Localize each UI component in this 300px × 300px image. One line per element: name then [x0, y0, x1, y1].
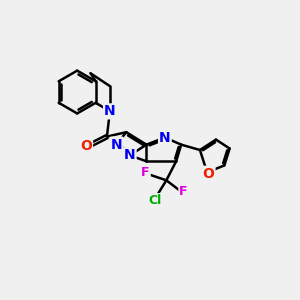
Text: Cl: Cl	[149, 194, 162, 207]
Text: F: F	[179, 185, 188, 198]
Text: N: N	[111, 138, 122, 152]
Text: O: O	[80, 140, 92, 153]
Text: N: N	[104, 104, 116, 118]
Text: O: O	[202, 167, 214, 181]
Text: N: N	[124, 148, 136, 162]
Text: F: F	[141, 166, 150, 179]
Text: N: N	[159, 130, 171, 145]
